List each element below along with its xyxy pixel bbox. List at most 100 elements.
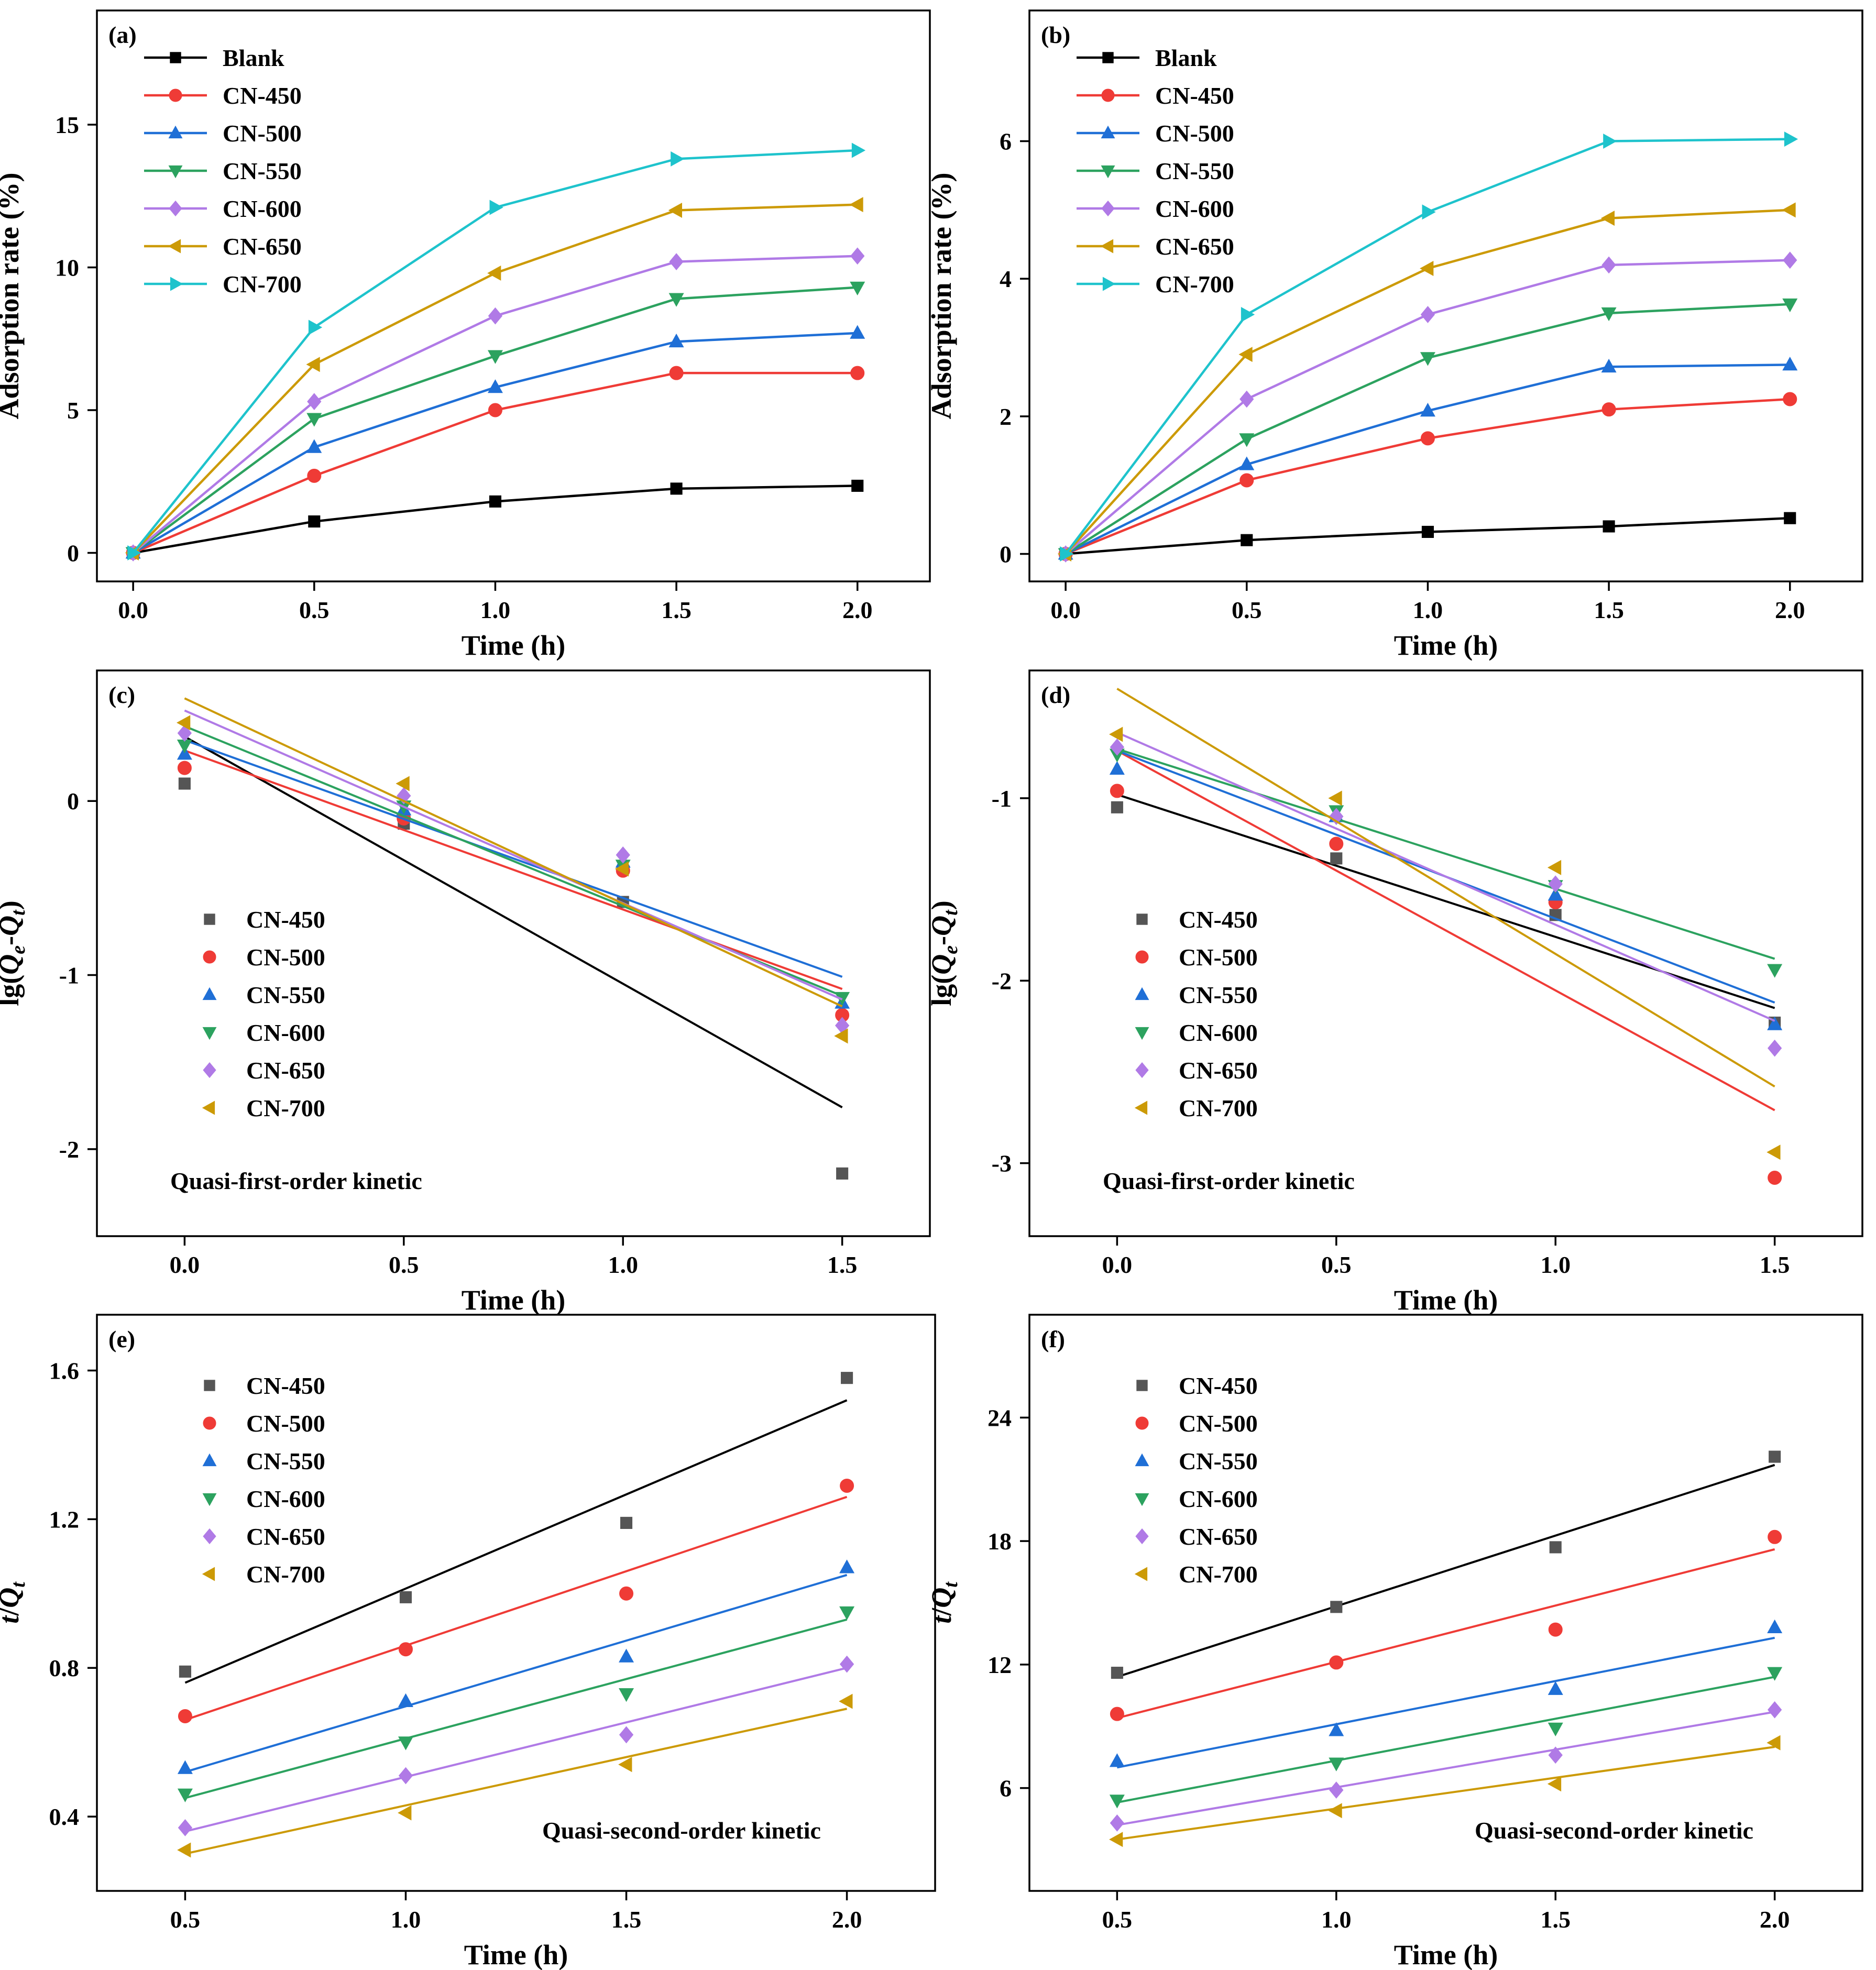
- y-tick-label: -1: [992, 785, 1012, 812]
- data-point: [836, 1167, 849, 1180]
- legend: CN-450 CN-500 CN-550 CN-600 CN-650 CN-700: [1134, 1372, 1258, 1588]
- legend-marker: [1135, 1528, 1149, 1545]
- data-point: [177, 1760, 193, 1774]
- data-point: [850, 366, 865, 380]
- legend-label: CN-550: [223, 158, 302, 184]
- fit-line: [184, 1708, 848, 1855]
- plot-frame: [1028, 669, 1863, 1237]
- data-point: [1548, 1681, 1563, 1695]
- legend-entry-cn-500: CN-500: [1135, 1410, 1258, 1437]
- legend-entry-cn-600: CN-600: [1135, 1485, 1258, 1512]
- data-point: [1768, 1171, 1782, 1185]
- legend-marker: [1101, 200, 1115, 217]
- data-point: [1110, 1814, 1125, 1832]
- x-tick-label: 0.0: [1050, 597, 1081, 623]
- legend-marker: [203, 1528, 216, 1545]
- legend-entry-cn-650: CN-650: [1135, 1057, 1258, 1084]
- y-axis-title: Adsorption rate (%): [0, 173, 25, 420]
- legend-label: CN-700: [1179, 1095, 1258, 1121]
- legend-marker: [202, 1100, 215, 1115]
- data-point: [1110, 784, 1124, 798]
- legend: Blank CN-450 CN-500 CN-550 CN-600 CN-650 CN-70…: [1077, 45, 1234, 298]
- data-point: [668, 333, 684, 348]
- panel-tag: (f): [1041, 1326, 1065, 1352]
- legend-label: CN-700: [223, 271, 302, 298]
- legend-marker: [202, 1027, 217, 1040]
- legend-label: CN-500: [1179, 1410, 1258, 1437]
- data-point: [671, 151, 685, 167]
- data-point: [1784, 512, 1796, 524]
- data-point: [839, 1693, 853, 1709]
- legend-label: CN-700: [246, 1561, 325, 1588]
- legend-marker: [1135, 1062, 1149, 1078]
- legend-marker: [1135, 987, 1149, 1000]
- data-point: [1241, 306, 1255, 322]
- legend-label: CN-650: [223, 233, 302, 260]
- data-point: [619, 1648, 634, 1663]
- data-point: [487, 350, 503, 364]
- legend-label: CN-650: [246, 1523, 325, 1550]
- y-tick-label: -2: [59, 1136, 79, 1163]
- data-point: [1600, 211, 1615, 226]
- legend-entry-blank: Blank: [1077, 45, 1217, 71]
- data-point: [1783, 251, 1797, 269]
- data-point: [1603, 134, 1617, 149]
- data-point: [489, 495, 501, 508]
- series-cn-500: [178, 1478, 854, 1723]
- series-cn-700: [177, 1693, 853, 1858]
- x-tick-label: 0.5: [170, 1906, 201, 1933]
- legend-entry-cn-450: CN-450: [144, 82, 302, 109]
- data-point: [850, 325, 865, 339]
- data-point: [839, 1606, 855, 1621]
- data-point: [178, 1819, 193, 1836]
- fit-line: [1116, 1463, 1775, 1678]
- data-point: [1241, 534, 1253, 546]
- data-point: [1768, 1529, 1782, 1544]
- legend-marker: [1102, 277, 1116, 291]
- series-cn-500: [1110, 1529, 1782, 1721]
- data-point: [177, 715, 191, 731]
- legend-label: CN-450: [246, 1372, 325, 1399]
- legend-label: Blank: [1155, 45, 1217, 71]
- data-point: [1782, 298, 1798, 313]
- legend-label: CN-600: [223, 195, 302, 222]
- chart-panel-b: 0.0 0.5 1.0 1.5 2.0 0 2 4 6 Time (h) Adsorption ra…: [926, 9, 1863, 661]
- data-point: [177, 1842, 191, 1858]
- y-axis-title: t/Qt: [0, 1581, 29, 1624]
- kinetic-annotation: Quasi-first-order kinetic: [170, 1168, 422, 1194]
- series-cn-450: [1111, 1450, 1781, 1679]
- y-axis-title: lg(Qe-Qt): [0, 900, 29, 1006]
- y-tick-label: 1.2: [49, 1506, 80, 1533]
- data-point: [489, 200, 503, 215]
- series-line: [132, 286, 858, 554]
- x-axis-title: Time (h): [464, 1939, 568, 1970]
- legend-marker: [202, 1453, 217, 1467]
- data-point: [1767, 1701, 1782, 1719]
- data-point: [1601, 256, 1616, 274]
- series-cn-450: [126, 366, 865, 560]
- legend-label: CN-700: [1179, 1561, 1258, 1588]
- legend-marker: [1100, 239, 1114, 254]
- series-cn-650: [177, 709, 850, 1034]
- fit-line: [184, 1495, 848, 1721]
- x-tick-label: 0.5: [299, 597, 330, 623]
- data-point: [1547, 860, 1562, 875]
- legend-label: Blank: [223, 45, 284, 71]
- legend-entry-cn-500: CN-500: [203, 944, 325, 971]
- x-tick-label: 0.0: [1102, 1251, 1133, 1278]
- fit-line: [184, 709, 843, 1000]
- data-point: [1767, 1619, 1783, 1634]
- legend-marker: [202, 1567, 215, 1581]
- fit-line: [184, 1573, 848, 1773]
- legend-marker: [204, 914, 215, 925]
- legend-label: CN-550: [1179, 1448, 1258, 1474]
- legend-label: CN-600: [1179, 1485, 1258, 1512]
- legend-marker: [168, 239, 181, 254]
- legend-label: CN-450: [246, 906, 325, 933]
- legend-label: CN-500: [246, 944, 325, 971]
- data-point: [668, 293, 684, 307]
- legend-marker: [1101, 89, 1115, 102]
- fit-line: [184, 739, 843, 978]
- legend-entry-cn-600: CN-600: [202, 1019, 325, 1046]
- panel-tag: (d): [1041, 681, 1070, 708]
